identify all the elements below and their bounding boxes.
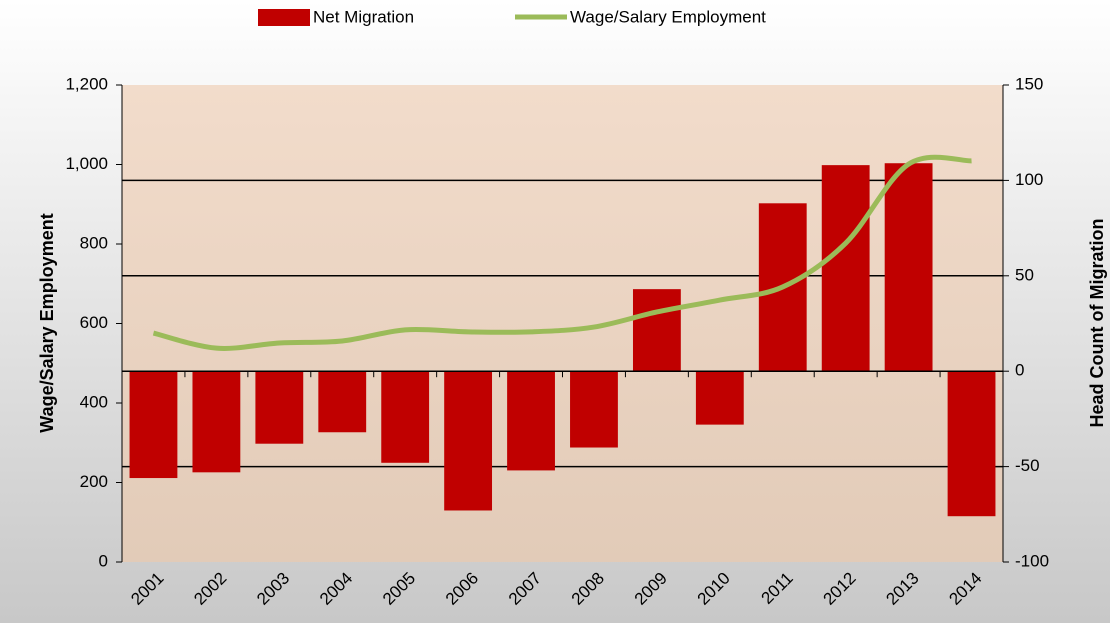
y2-tick-label: -100 — [1015, 551, 1049, 570]
y2-tick-label: 50 — [1015, 265, 1034, 284]
y2-tick-label: -50 — [1015, 456, 1040, 475]
bar — [884, 163, 933, 372]
y-tick-label: 1,200 — [65, 74, 108, 93]
bar — [821, 165, 870, 372]
y-tick-label: 0 — [99, 551, 108, 570]
legend-label: Net Migration — [313, 7, 414, 26]
bar — [947, 371, 996, 517]
bar — [129, 371, 178, 479]
y-tick-label: 800 — [80, 233, 108, 252]
bar — [192, 371, 241, 473]
y-tick-label: 1,000 — [65, 154, 108, 173]
bar — [444, 371, 493, 511]
bar — [570, 371, 618, 448]
bar — [695, 371, 744, 425]
bar — [381, 371, 430, 463]
y-tick-label: 200 — [80, 472, 108, 491]
bar — [507, 371, 555, 471]
bar — [255, 371, 304, 444]
y-axis-title: Wage/Salary Employment — [37, 213, 57, 432]
legend-swatch — [258, 9, 310, 26]
plot-area — [122, 85, 1003, 562]
y-tick-label: 600 — [80, 313, 108, 332]
y2-tick-label: 100 — [1015, 170, 1043, 189]
bar — [318, 371, 367, 433]
bar — [632, 289, 681, 372]
y-tick-label: 400 — [80, 392, 108, 411]
line — [152, 154, 972, 351]
y2-axis-title: Head Count of Migration — [1087, 219, 1107, 428]
y2-tick-label: 0 — [1015, 361, 1024, 380]
legend-label: Wage/Salary Employment — [570, 7, 766, 26]
y2-tick-label: 150 — [1015, 74, 1043, 93]
